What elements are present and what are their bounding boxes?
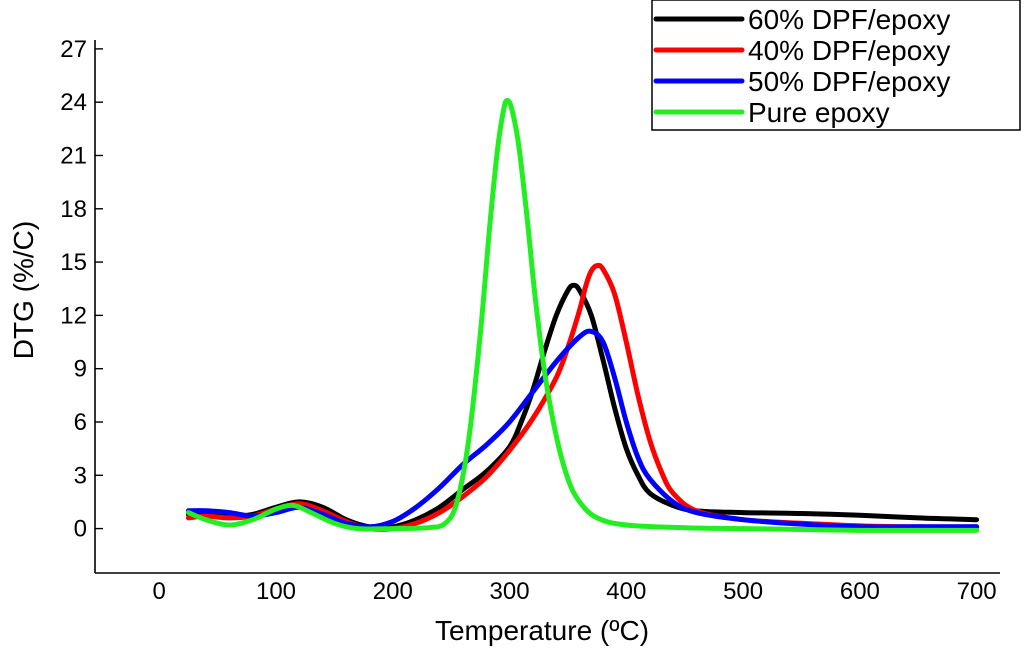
y-tick-label: 24 [60,89,87,116]
y-tick-label: 21 [60,142,87,169]
series-line-1 [185,262,980,532]
legend-label-0: 60% DPF/epoxy [748,4,950,35]
x-tick-label: 400 [606,578,646,605]
y-tick-label: 27 [60,36,87,63]
x-tick-label: 0 [153,578,166,605]
y-axis-title: DTG (%/C) [8,221,39,359]
series-line-2 [185,328,980,530]
y-tick-label: 3 [74,462,87,489]
series-line-3 [185,97,980,533]
legend-label-1: 40% DPF/epoxy [748,35,950,66]
x-tick-label: 100 [256,578,296,605]
x-tick-label: 200 [373,578,413,605]
y-tick-label: 0 [74,516,87,543]
axes: 0 3 6 9 12 15 18 21 24 27 0 100 200 300 400 500 600 700 [60,36,1000,605]
x-tick-label: 600 [840,578,880,605]
series-layer [185,97,980,533]
x-axis-title: Temperature (ºC) [435,615,649,646]
y-tick-label: 6 [74,409,87,436]
legend-label-2: 50% DPF/epoxy [748,66,950,97]
y-tick-label: 12 [60,302,87,329]
y-tick-label: 9 [74,356,87,383]
y-tick-label: 18 [60,196,87,223]
x-tick-label: 700 [957,578,997,605]
legend-box [651,0,1021,131]
x-tick-label: 300 [490,578,530,605]
y-tick-label: 15 [60,249,87,276]
series-line-0 [185,282,980,531]
legend-label-3: Pure epoxy [748,97,890,128]
x-tick-label: 500 [723,578,763,605]
